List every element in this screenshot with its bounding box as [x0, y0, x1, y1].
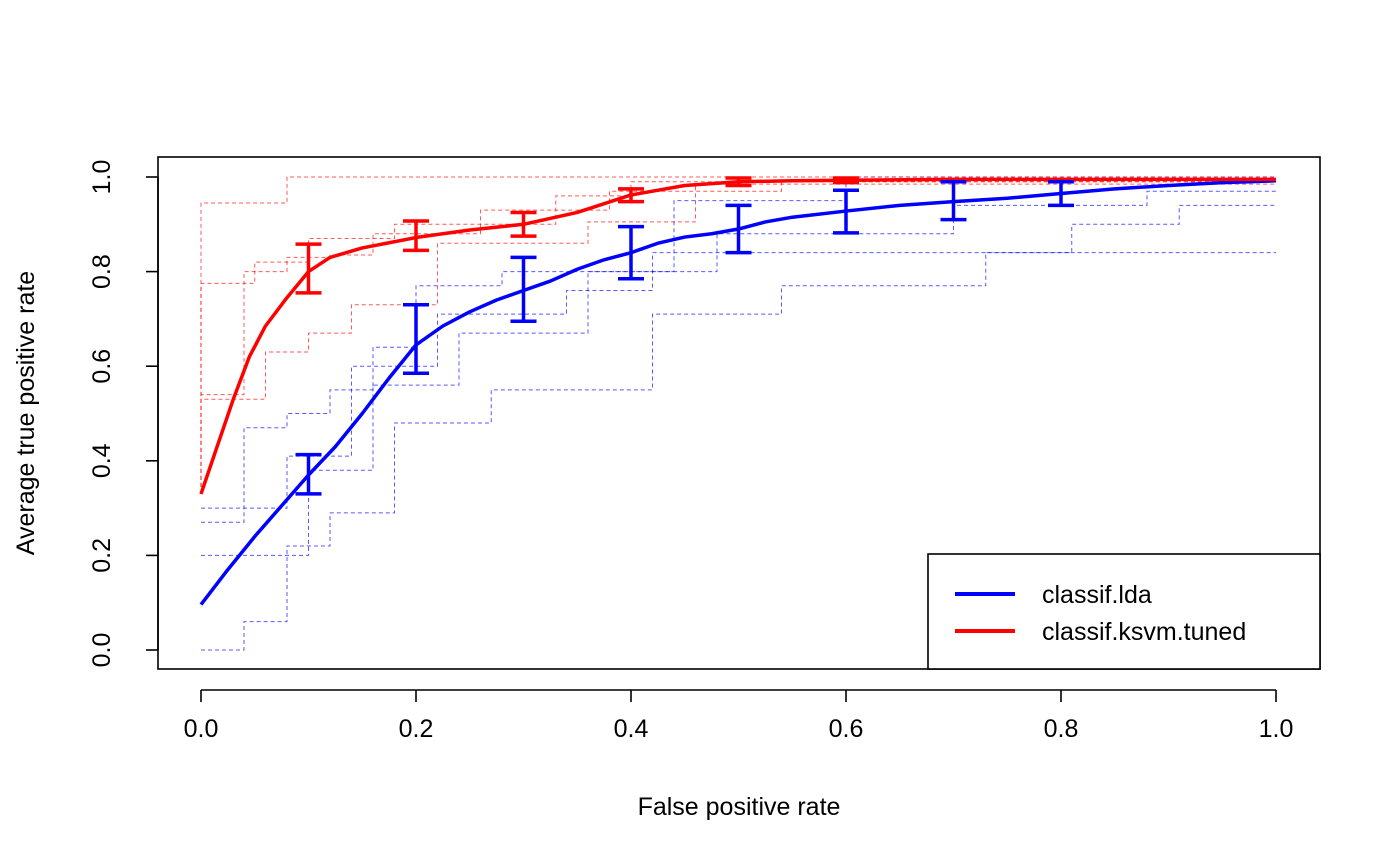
legend-label-lda: classif.lda	[1042, 581, 1152, 609]
x-tick-label: 0.2	[399, 715, 434, 743]
fold-curve-1-1	[200, 181, 1276, 494]
error-bar	[510, 255, 537, 324]
mean-roc-line-lda	[199, 179, 1277, 606]
y-axis: 0.0 0.2 0.4 0.6 0.8 1.0	[88, 160, 159, 668]
fold-curve-0-1	[201, 252, 1276, 651]
fold-curve-1-3	[200, 183, 1276, 494]
y-tick-label: 0.4	[88, 443, 116, 478]
y-tick-label: 1.0	[88, 160, 116, 195]
legend: classif.lda classif.ksvm.tuned	[927, 553, 1321, 670]
y-tick-label: 0.0	[88, 633, 116, 668]
legend-label-ksvm: classif.ksvm.tuned	[1042, 618, 1246, 646]
error-bar	[295, 242, 322, 295]
x-axis-title: False positive rate	[638, 793, 841, 821]
legend-box	[927, 553, 1321, 670]
mean-roc-curves	[199, 177, 1277, 606]
error-bar	[1048, 179, 1074, 208]
mean-roc-line-ksvm	[199, 177, 1276, 495]
error-bar	[618, 224, 644, 281]
error-bar	[833, 188, 859, 235]
fold-curve-0-3	[201, 204, 1276, 509]
x-tick-label: 0.8	[1044, 715, 1079, 743]
y-tick-label: 0.8	[88, 254, 116, 289]
x-axis: 0.0 0.2 0.4 0.6 0.8 1.0	[184, 689, 1294, 743]
y-axis-title: Average true positive rate	[12, 271, 40, 555]
fold-curve-1-2	[200, 181, 1276, 494]
error-bar	[510, 210, 537, 238]
y-tick-label: 0.6	[88, 349, 116, 384]
x-tick-label: 0.4	[614, 715, 649, 743]
x-tick-label: 0.6	[829, 715, 864, 743]
error-bars	[295, 176, 1074, 496]
error-bar	[403, 302, 429, 376]
error-bar	[403, 219, 429, 253]
error-bar	[725, 176, 752, 188]
x-tick-label: 1.0	[1259, 715, 1294, 743]
error-bar	[725, 203, 752, 255]
error-bar	[618, 187, 644, 204]
error-bar	[833, 176, 859, 185]
y-tick-label: 0.2	[88, 538, 116, 573]
x-tick-label: 0.0	[184, 715, 219, 743]
error-bar	[295, 452, 322, 496]
error-bar	[940, 179, 967, 222]
